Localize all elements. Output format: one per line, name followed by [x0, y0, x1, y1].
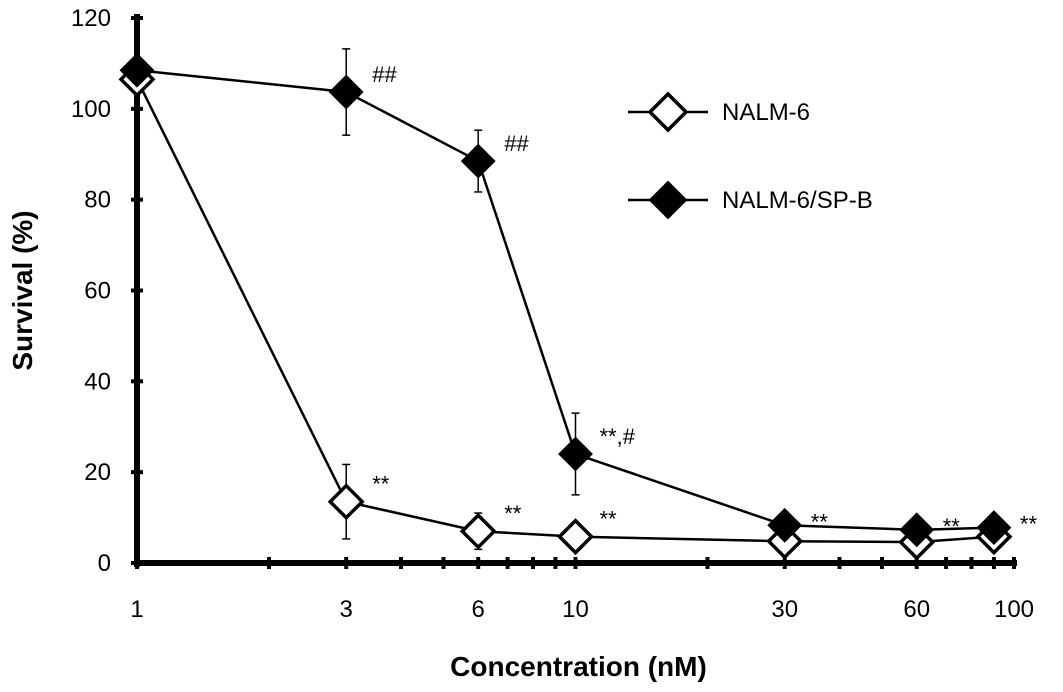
data-point — [327, 483, 365, 521]
y-tick-label: 40 — [84, 368, 111, 395]
series-nalm6: ** ** ** — [118, 60, 1013, 561]
x-tick-label: 3 — [340, 596, 353, 623]
x-tick-label: 30 — [771, 596, 798, 623]
x-tick-label: 10 — [562, 596, 589, 623]
legend-item: NALM-6 — [628, 91, 810, 133]
series-layer: ** ** ** ## ## **,# ** ** ** — [118, 48, 1038, 561]
data-point — [767, 507, 803, 543]
significance-label: ** — [943, 514, 961, 539]
ticks: 0 20 40 60 80 100 120 1 3 6 10 30 60 100 — [71, 5, 1034, 623]
significance-label: ** — [1020, 512, 1038, 537]
legend: NALM-6 NALM-6/SP-B — [628, 91, 873, 220]
x-tick-label: 1 — [130, 596, 143, 623]
x-tick-label: 6 — [472, 596, 485, 623]
data-point — [328, 74, 364, 110]
data-point — [558, 436, 593, 472]
y-tick-label: 100 — [71, 96, 111, 123]
y-tick-label: 80 — [84, 187, 111, 214]
legend-marker — [648, 180, 688, 220]
data-point — [976, 510, 1012, 545]
x-tick-label: 60 — [903, 596, 930, 623]
y-tick-label: 120 — [71, 5, 111, 32]
y-tick-label: 20 — [84, 459, 111, 486]
significance-label: **,# — [600, 424, 636, 449]
data-point — [899, 512, 935, 548]
significance-label: ** — [811, 509, 829, 534]
significance-label: ** — [504, 501, 522, 526]
series-nalm6-spb: ## ## **,# ** ** ** — [119, 48, 1038, 548]
y-tick-label: 0 — [98, 550, 111, 577]
x-axis-title: Concentration (nM) — [450, 651, 707, 682]
legend-marker — [647, 91, 689, 133]
data-point — [119, 52, 155, 88]
x-tick-label: 100 — [994, 596, 1034, 623]
significance-label: ** — [600, 507, 618, 532]
significance-label: ## — [504, 131, 529, 156]
data-point — [460, 143, 496, 179]
legend-label: NALM-6 — [722, 99, 810, 126]
data-point — [557, 518, 594, 556]
data-point — [459, 512, 497, 550]
legend-item: NALM-6/SP-B — [628, 180, 873, 220]
series-line — [135, 78, 995, 544]
y-axis-title: Survival (%) — [7, 210, 38, 370]
significance-label: ** — [372, 472, 390, 497]
significance-label: ## — [372, 62, 397, 87]
legend-label: NALM-6/SP-B — [722, 187, 873, 214]
y-tick-label: 60 — [84, 278, 111, 305]
